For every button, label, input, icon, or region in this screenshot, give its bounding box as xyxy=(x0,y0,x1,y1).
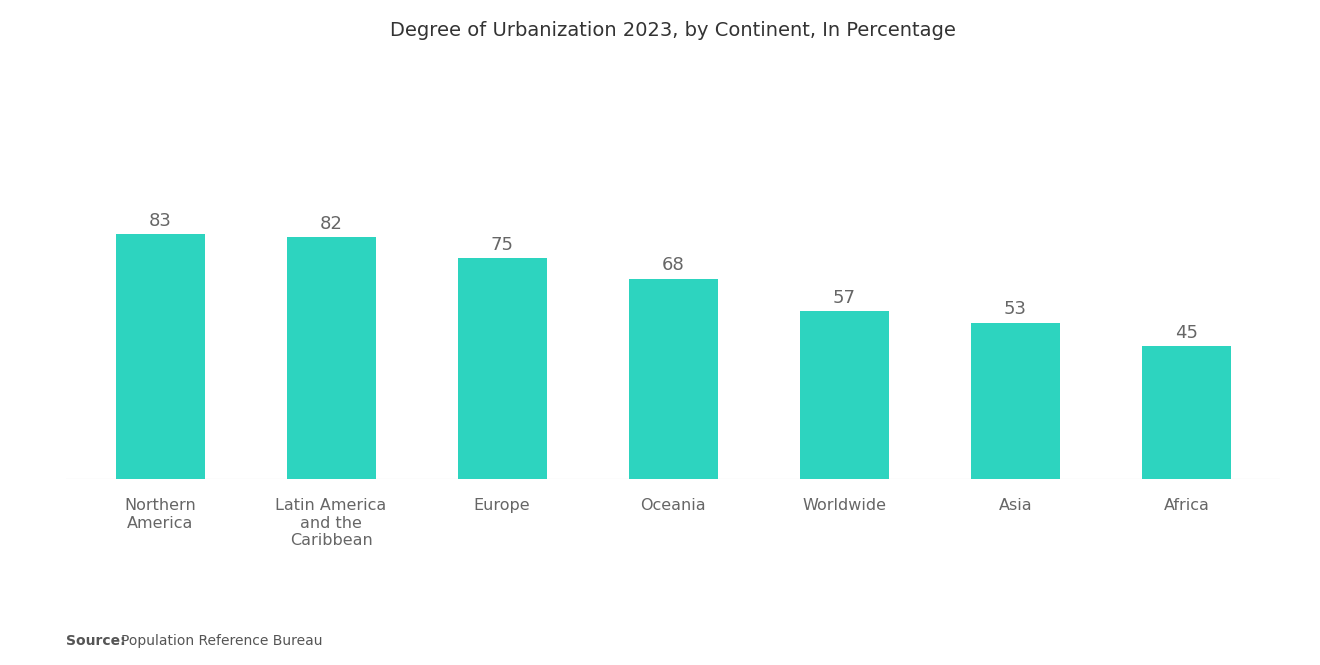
Text: 57: 57 xyxy=(833,289,855,307)
Bar xyxy=(116,234,205,479)
Bar xyxy=(800,311,888,479)
Text: 53: 53 xyxy=(1003,301,1027,319)
Bar xyxy=(458,258,546,479)
Text: 83: 83 xyxy=(149,212,172,230)
Bar xyxy=(1142,346,1230,479)
Bar xyxy=(628,279,718,479)
Title: Degree of Urbanization 2023, by Continent, In Percentage: Degree of Urbanization 2023, by Continen… xyxy=(391,21,956,40)
Text: Population Reference Bureau: Population Reference Bureau xyxy=(121,634,323,648)
Bar xyxy=(970,323,1060,479)
Text: 45: 45 xyxy=(1175,324,1197,342)
Text: 68: 68 xyxy=(661,256,685,274)
Text: Source:: Source: xyxy=(66,634,125,648)
Text: 75: 75 xyxy=(491,235,513,253)
Text: 82: 82 xyxy=(319,215,343,233)
Bar xyxy=(286,237,376,479)
